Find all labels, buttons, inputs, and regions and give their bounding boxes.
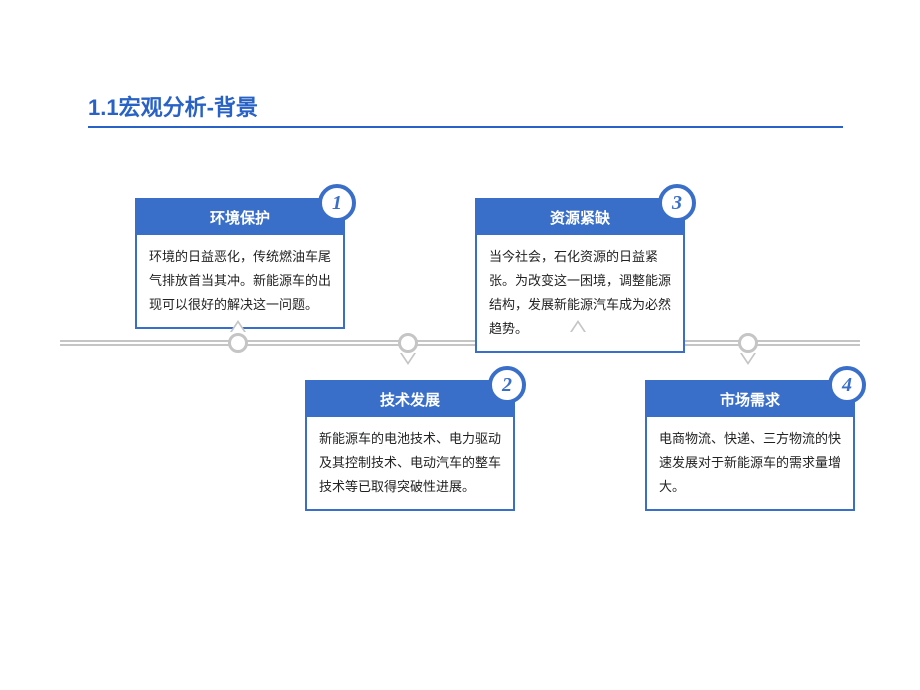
pointer-up bbox=[570, 320, 586, 332]
card-body: 当今社会，石化资源的日益紧张。为改变这一困境，调整能源结构，发展新能源汽车成为必… bbox=[477, 235, 683, 351]
card-body: 环境的日益恶化，传统燃油车尾气排放首当其冲。新能源车的出现可以很好的解决这一问题… bbox=[137, 235, 343, 327]
card-header: 市场需求 bbox=[647, 382, 853, 417]
card-header: 环境保护 bbox=[137, 200, 343, 235]
card-1: 环境保护 环境的日益恶化，传统燃油车尾气排放首当其冲。新能源车的出现可以很好的解… bbox=[135, 198, 345, 329]
card-badge: 1 bbox=[318, 184, 356, 222]
pointer-up bbox=[230, 320, 246, 332]
timeline-node bbox=[398, 333, 418, 353]
card-badge: 3 bbox=[658, 184, 696, 222]
card-badge: 4 bbox=[828, 366, 866, 404]
page-title: 1.1宏观分析-背景 bbox=[88, 90, 258, 130]
card-2: 技术发展 新能源车的电池技术、电力驱动及其控制技术、电动汽车的整车技术等已取得突… bbox=[305, 380, 515, 511]
timeline-node bbox=[228, 333, 248, 353]
card-header: 资源紧缺 bbox=[477, 200, 683, 235]
card-header: 技术发展 bbox=[307, 382, 513, 417]
title-underline bbox=[88, 126, 843, 128]
pointer-down bbox=[400, 353, 416, 365]
card-body: 电商物流、快递、三方物流的快速发展对于新能源车的需求量增大。 bbox=[647, 417, 853, 509]
pointer-down bbox=[740, 353, 756, 365]
card-badge: 2 bbox=[488, 366, 526, 404]
card-body: 新能源车的电池技术、电力驱动及其控制技术、电动汽车的整车技术等已取得突破性进展。 bbox=[307, 417, 513, 509]
card-4: 市场需求 电商物流、快递、三方物流的快速发展对于新能源车的需求量增大。 bbox=[645, 380, 855, 511]
timeline-node bbox=[738, 333, 758, 353]
